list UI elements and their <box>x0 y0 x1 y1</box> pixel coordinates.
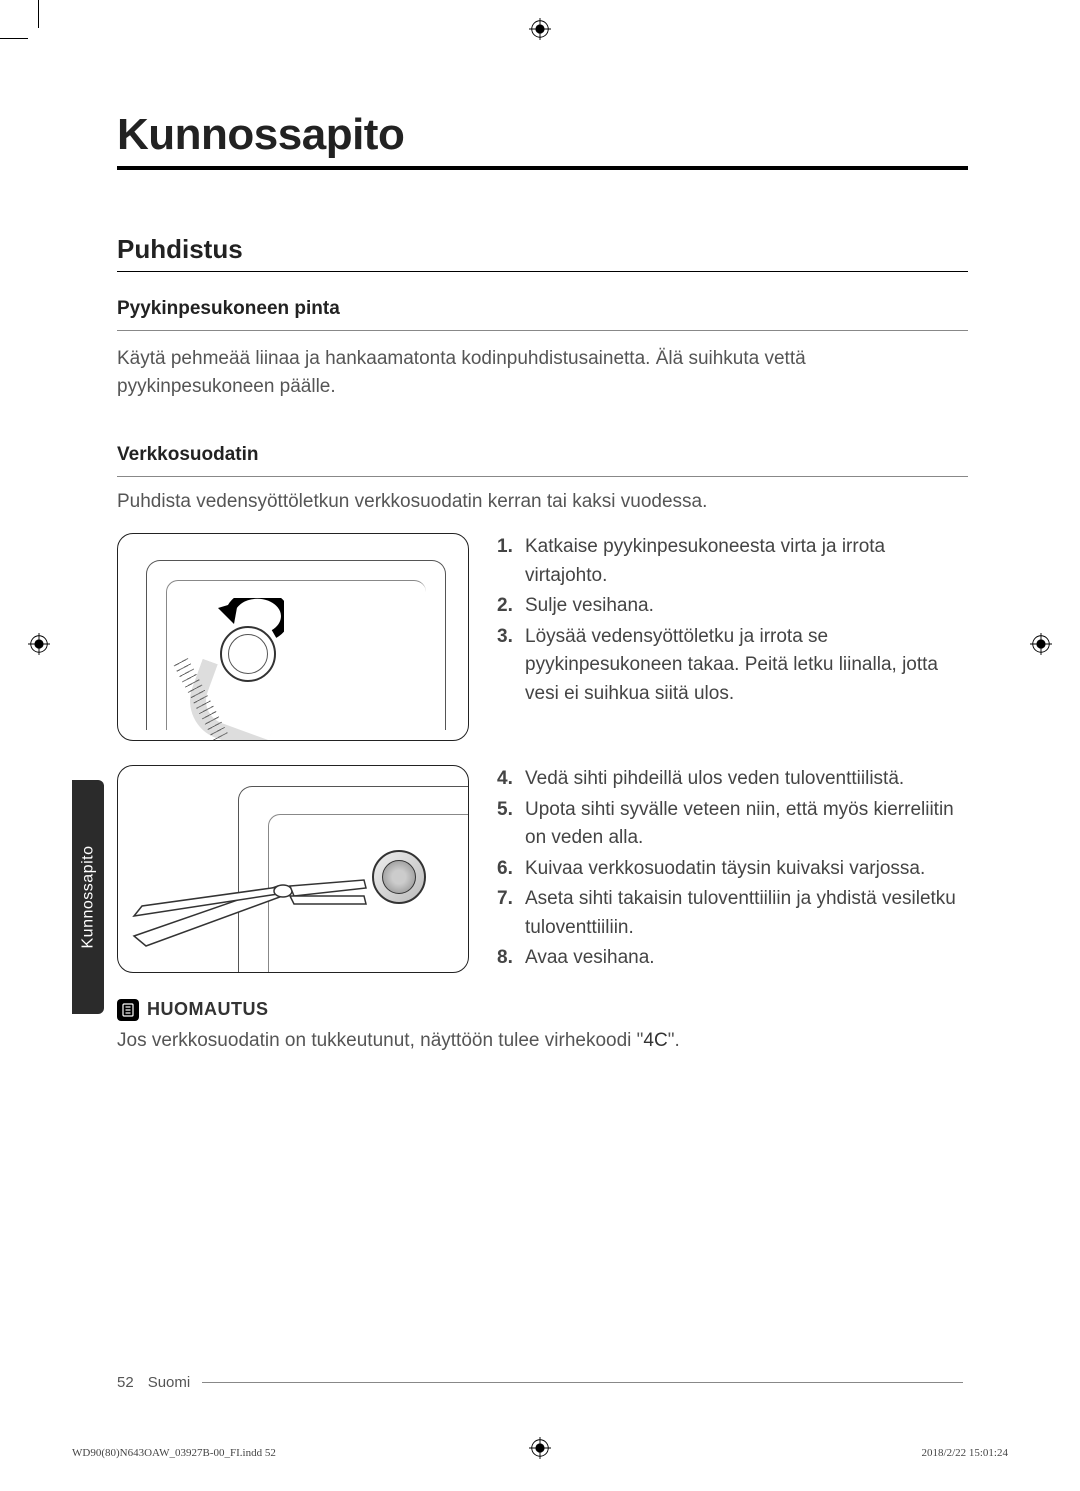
step-text: Vedä sihti pihdeillä ulos veden tulovent… <box>525 765 968 794</box>
figure-remove-filter <box>117 765 469 973</box>
registration-mark <box>529 18 551 40</box>
step-item: 3.Löysää vedensyöttöletku ja irrota se p… <box>497 623 968 709</box>
figure-row-2: 4.Vedä sihti pihdeillä ulos veden tulove… <box>117 765 968 975</box>
step-item: 7.Aseta sihti takaisin tuloventtiiliin j… <box>497 885 968 942</box>
print-file: WD90(80)N643OAW_03927B-00_FI.indd 52 <box>72 1447 276 1459</box>
note-icon <box>117 999 139 1021</box>
side-tab: Kunnossapito <box>72 780 104 1014</box>
pliers-icon <box>128 866 368 956</box>
step-text: Upota sihti syvälle veteen niin, että my… <box>525 796 968 853</box>
print-timestamp: 2018/2/22 15:01:24 <box>922 1447 1008 1459</box>
print-footer: WD90(80)N643OAW_03927B-00_FI.indd 52 201… <box>72 1447 1008 1459</box>
figure-row-1: 1.Katkaise pyykinpesukoneesta virta ja i… <box>117 533 968 741</box>
subsection-surface: Pyykinpesukoneen pinta <box>117 298 968 320</box>
rule <box>117 330 968 331</box>
page-footer: 52 Suomi <box>117 1374 963 1391</box>
crop-mark <box>0 38 28 39</box>
error-code: 4C <box>643 1030 667 1051</box>
crop-mark <box>38 0 39 28</box>
registration-mark <box>1030 633 1052 655</box>
step-number: 6. <box>497 855 525 884</box>
steps-list-a: 1.Katkaise pyykinpesukoneesta virta ja i… <box>497 533 968 710</box>
subsection-heading: Verkkosuodatin <box>117 444 968 466</box>
step-item: 6.Kuivaa verkkosuodatin täysin kuivaksi … <box>497 855 968 884</box>
note-header: HUOMAUTUS <box>117 999 968 1021</box>
step-item: 4.Vedä sihti pihdeillä ulos veden tulove… <box>497 765 968 794</box>
rotate-arrow-icon <box>214 598 284 648</box>
step-number: 8. <box>497 944 525 973</box>
intro-text: Puhdista vedensyöttöletkun verkkosuodati… <box>117 491 968 513</box>
step-number: 4. <box>497 765 525 794</box>
step-number: 5. <box>497 796 525 853</box>
step-text: Kuivaa verkkosuodatin täysin kuivaksi va… <box>525 855 968 884</box>
step-number: 3. <box>497 623 525 709</box>
subsection-heading: Pyykinpesukoneen pinta <box>117 298 968 320</box>
step-text: Löysää vedensyöttöletku ja irrota se pyy… <box>525 623 968 709</box>
step-item: 1.Katkaise pyykinpesukoneesta virta ja i… <box>497 533 968 590</box>
step-number: 7. <box>497 885 525 942</box>
section-heading: Puhdistus <box>117 234 968 272</box>
note-text: Jos verkkosuodatin on tukkeutunut, näytt… <box>117 1027 968 1055</box>
step-text: Avaa vesihana. <box>525 944 968 973</box>
steps-list-b: 4.Vedä sihti pihdeillä ulos veden tulove… <box>497 765 968 975</box>
footer-rule <box>202 1382 963 1383</box>
registration-mark <box>28 633 50 655</box>
page-number: 52 <box>117 1374 134 1391</box>
figure-disconnect-hose <box>117 533 469 741</box>
step-number: 2. <box>497 592 525 621</box>
step-text: Sulje vesihana. <box>525 592 968 621</box>
step-text: Aseta sihti takaisin tuloventtiiliin ja … <box>525 885 968 942</box>
step-text: Katkaise pyykinpesukoneesta virta ja irr… <box>525 533 968 590</box>
step-item: 8.Avaa vesihana. <box>497 944 968 973</box>
rule <box>117 476 968 477</box>
step-item: 5.Upota sihti syvälle veteen niin, että … <box>497 796 968 853</box>
note-text-pre: Jos verkkosuodatin on tukkeutunut, näytt… <box>117 1030 643 1051</box>
step-item: 2.Sulje vesihana. <box>497 592 968 621</box>
step-number: 1. <box>497 533 525 590</box>
body-text: Käytä pehmeää liinaa ja hankaamatonta ko… <box>117 345 968 400</box>
content-area: Kunnossapito Puhdistus Pyykinpesukoneen … <box>72 60 1008 1054</box>
subsection-mesh-filter: Verkkosuodatin <box>117 444 968 466</box>
footer-language: Suomi <box>148 1374 191 1391</box>
note-text-post: ". <box>668 1030 680 1051</box>
page-title: Kunnossapito <box>117 110 968 170</box>
side-tab-label: Kunnossapito <box>79 846 97 949</box>
note-label: HUOMAUTUS <box>147 999 269 1020</box>
page-frame: Kunnossapito Kunnossapito Puhdistus Pyyk… <box>72 60 1008 1431</box>
